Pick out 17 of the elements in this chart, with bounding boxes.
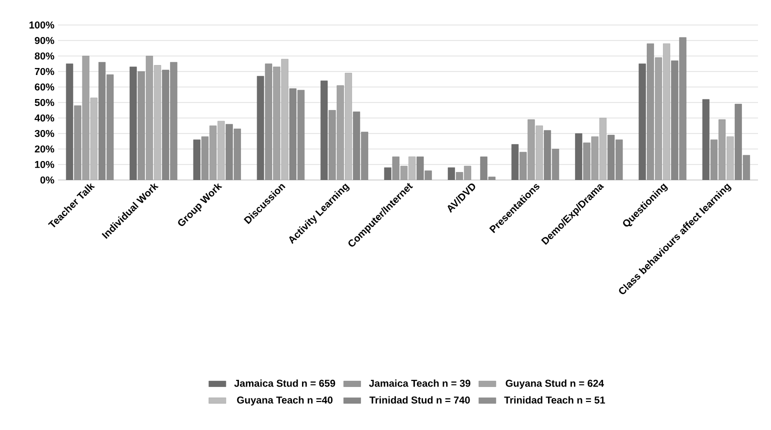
legend-label: Guyana Teach n =40 [237,396,333,406]
y-tick-label: 20% [34,145,54,153]
legend-label: Jamaica Stud n = 659 [234,379,336,387]
y-tick-label: 0% [40,176,54,184]
y-tick-label: 50% [34,98,54,106]
y-tick-label: 60% [34,83,54,91]
y-tick-label: 10% [35,160,54,168]
y-tick-label: 80% [34,52,54,60]
y-tick-label: 30% [34,130,54,138]
legend-label: Jamaica Teach n = 39 [369,379,470,387]
y-tick-label: 90% [34,36,54,44]
y-tick-label: 70% [34,68,54,76]
y-tick-label: 40% [34,114,54,122]
legend-label: Guyana Stud n = 624 [506,379,604,389]
legend-label: Trinidad Stud n = 740 [369,396,470,404]
legend-label: Trinidad Teach n = 51 [504,396,606,404]
y-tick-label: 100% [30,21,54,29]
